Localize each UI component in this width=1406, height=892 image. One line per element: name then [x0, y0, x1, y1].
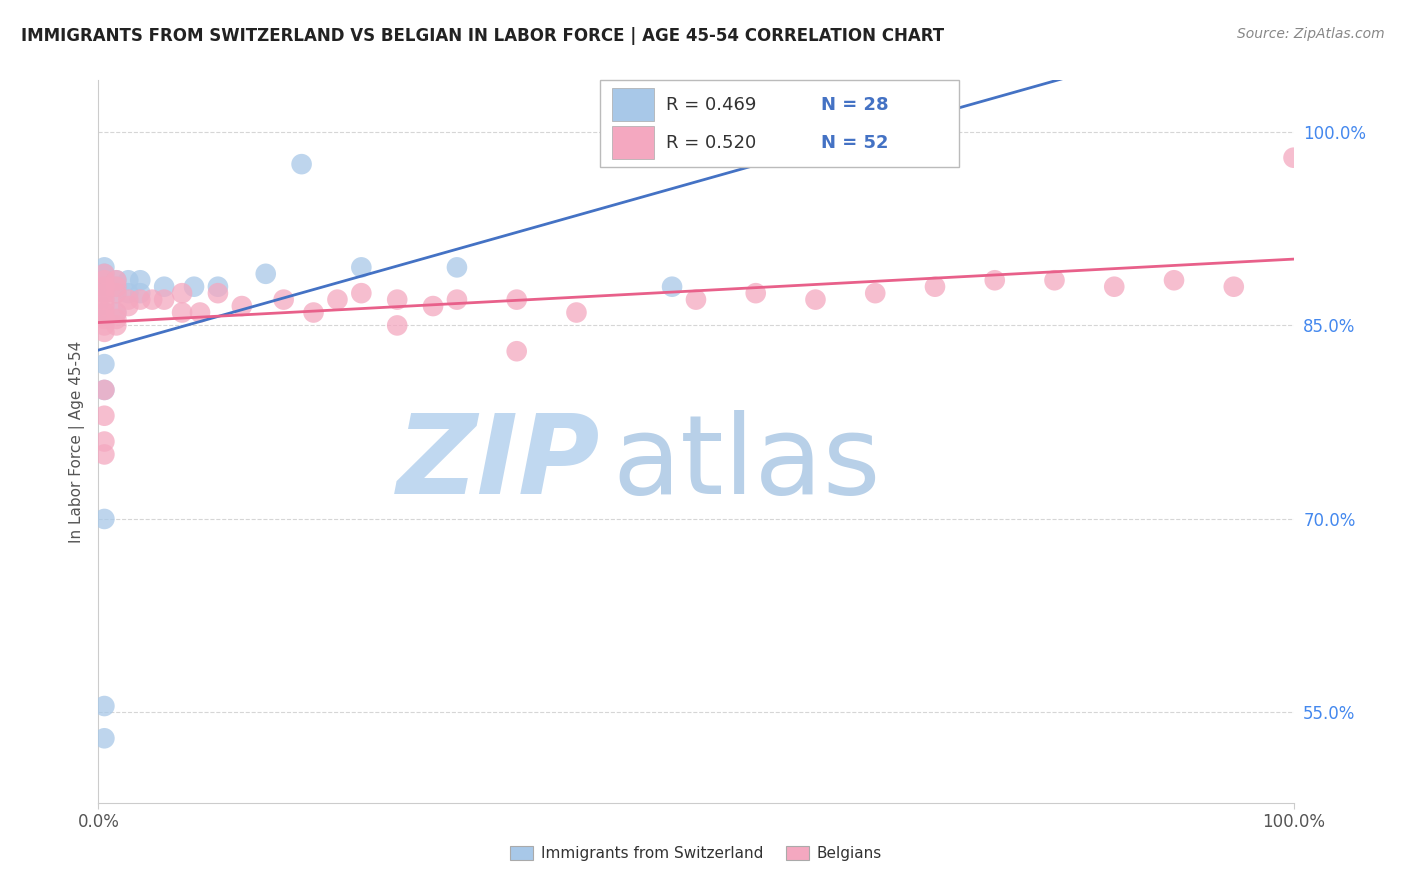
Point: [93, 279, 115, 293]
Text: ZIP: ZIP: [396, 409, 600, 516]
Point: [105, 286, 128, 301]
Point: [984, 273, 1007, 287]
Point: [93, 357, 115, 371]
Point: [105, 279, 128, 293]
Point: [93, 318, 115, 333]
Text: R = 0.520: R = 0.520: [666, 134, 756, 152]
Point: [661, 279, 683, 293]
Point: [446, 293, 468, 307]
Point: [385, 318, 409, 333]
Point: [93, 305, 115, 319]
Point: [117, 286, 139, 301]
Point: [207, 279, 229, 293]
Point: [506, 293, 529, 307]
Point: [93, 383, 115, 397]
Point: [326, 293, 349, 307]
Point: [93, 512, 115, 526]
Text: Source: ZipAtlas.com: Source: ZipAtlas.com: [1237, 27, 1385, 41]
Point: [385, 293, 409, 307]
Point: [93, 279, 115, 293]
Point: [254, 267, 277, 281]
Point: [93, 409, 115, 423]
Point: [273, 293, 295, 307]
Point: [105, 305, 128, 319]
Point: [105, 318, 128, 333]
Point: [93, 267, 115, 281]
Point: [1104, 279, 1126, 293]
Point: [172, 286, 194, 301]
Point: [1043, 273, 1066, 287]
Point: [105, 305, 128, 319]
Point: [924, 279, 946, 293]
Point: [804, 125, 827, 139]
Point: [207, 286, 229, 301]
Point: [350, 286, 373, 301]
Point: [804, 293, 827, 307]
Point: [302, 305, 325, 319]
Point: [93, 312, 115, 326]
FancyBboxPatch shape: [600, 80, 959, 167]
Point: [105, 312, 128, 326]
Point: [93, 299, 115, 313]
Point: [865, 286, 887, 301]
Point: [93, 267, 115, 281]
Point: [93, 305, 115, 319]
Point: [117, 293, 139, 307]
Point: [105, 279, 128, 293]
Point: [93, 293, 115, 307]
Point: [291, 157, 314, 171]
Point: [105, 273, 128, 287]
Point: [183, 279, 205, 293]
Point: [117, 299, 139, 313]
Text: N = 52: N = 52: [821, 134, 889, 152]
Point: [188, 305, 211, 319]
Point: [231, 299, 253, 313]
Point: [153, 279, 176, 293]
Point: [446, 260, 468, 275]
Point: [93, 286, 115, 301]
Point: [685, 293, 707, 307]
Point: [506, 344, 529, 359]
Point: [1223, 279, 1246, 293]
Text: atlas: atlas: [613, 409, 880, 516]
Y-axis label: In Labor Force | Age 45-54: In Labor Force | Age 45-54: [69, 341, 84, 542]
Point: [93, 447, 115, 461]
FancyBboxPatch shape: [613, 127, 654, 159]
Point: [129, 293, 152, 307]
Point: [93, 325, 115, 339]
Point: [105, 273, 128, 287]
Point: [141, 293, 163, 307]
Text: N = 28: N = 28: [821, 95, 889, 113]
Point: [172, 305, 194, 319]
Text: IMMIGRANTS FROM SWITZERLAND VS BELGIAN IN LABOR FORCE | AGE 45-54 CORRELATION CH: IMMIGRANTS FROM SWITZERLAND VS BELGIAN I…: [21, 27, 945, 45]
Point: [350, 260, 373, 275]
FancyBboxPatch shape: [613, 88, 654, 120]
Text: R = 0.469: R = 0.469: [666, 95, 756, 113]
Point: [1282, 151, 1305, 165]
Point: [93, 699, 115, 714]
Point: [93, 731, 115, 746]
Point: [93, 383, 115, 397]
Point: [422, 299, 444, 313]
Point: [745, 286, 768, 301]
Point: [117, 273, 139, 287]
Legend: Immigrants from Switzerland, Belgians: Immigrants from Switzerland, Belgians: [503, 840, 889, 867]
Point: [1163, 273, 1185, 287]
Point: [105, 286, 128, 301]
Point: [93, 273, 115, 287]
Point: [93, 273, 115, 287]
Point: [93, 434, 115, 449]
Point: [153, 293, 176, 307]
Point: [565, 305, 588, 319]
Point: [129, 273, 152, 287]
Point: [93, 260, 115, 275]
Point: [129, 286, 152, 301]
Point: [93, 286, 115, 301]
